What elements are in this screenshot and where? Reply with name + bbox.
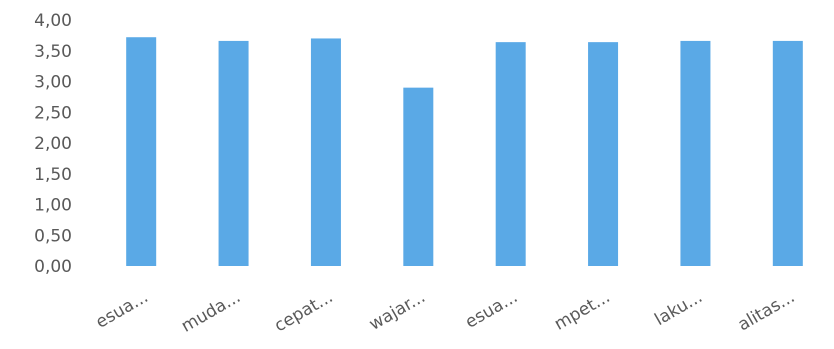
bar	[588, 42, 619, 266]
x-tick-label: laku...	[651, 287, 706, 330]
x-tick-label: muda...	[178, 287, 244, 337]
y-tick-label: 1,50	[34, 165, 72, 185]
bar	[495, 42, 526, 266]
x-tick-label: alitas...	[735, 287, 799, 335]
x-tick-label: esua...	[462, 287, 521, 333]
bar	[218, 40, 249, 266]
x-tick-label: esua...	[93, 287, 152, 333]
y-axis: 0,00 0,50 1,00 1,50 2,00 2,50 3,00 3,50 4,00	[34, 11, 72, 277]
x-tick-label: mpet...	[551, 287, 614, 335]
y-tick-label: 0,50	[34, 226, 72, 246]
bar	[403, 87, 434, 267]
y-tick-label: 3,00	[34, 73, 72, 93]
bar	[680, 40, 711, 266]
x-tick-label: wajar...	[366, 287, 429, 335]
y-tick-label: 2,50	[34, 103, 72, 123]
bar-series	[126, 37, 803, 267]
y-tick-label: 2,00	[34, 134, 72, 154]
y-tick-label: 3,50	[34, 42, 72, 62]
y-tick-label: 1,00	[34, 196, 72, 216]
y-tick-label: 4,00	[34, 11, 72, 31]
bar	[310, 38, 341, 267]
x-axis: esua... muda... cepat... wajar... esua... mpe…	[93, 287, 799, 337]
bar	[126, 37, 157, 266]
y-tick-label: 0,00	[34, 257, 72, 277]
x-tick-label: cepat...	[271, 287, 336, 336]
bar	[772, 40, 803, 266]
